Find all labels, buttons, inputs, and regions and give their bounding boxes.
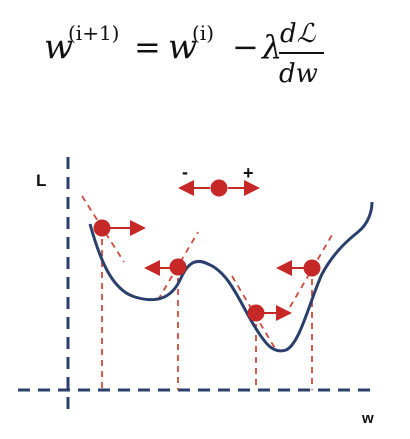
tangent-line-2 — [157, 231, 199, 301]
ball-2-marker — [169, 258, 187, 276]
tangent-line-4 — [289, 234, 333, 308]
ball-3-marker — [247, 304, 265, 322]
formula-w2: w — [168, 27, 197, 67]
tangent-line-3 — [231, 275, 277, 351]
update-rule-formula: w (i+1) = w (i) − λ dℒ dw — [44, 19, 324, 89]
x-axis-label: w — [361, 410, 374, 427]
tangent-line-1 — [81, 195, 125, 263]
formula-equals: = — [134, 28, 161, 66]
formula-denominator: dw — [279, 59, 318, 89]
loss-curve — [88, 201, 374, 353]
legend-ball — [210, 179, 228, 197]
direction-legend: - + — [178, 162, 260, 197]
formula-numerator: dℒ — [280, 19, 317, 49]
formula-superscript-current: (i) — [192, 21, 214, 45]
formula-minus: − — [232, 28, 259, 66]
tangent-lines — [81, 195, 333, 351]
drop-lines — [101, 228, 313, 390]
ball-2 — [144, 258, 187, 276]
ball-1 — [93, 219, 146, 237]
legend-plus-sign: + — [243, 163, 254, 183]
y-axis-label: L — [36, 171, 46, 190]
formula-superscript-next: (i+1) — [68, 21, 119, 45]
legend-minus-sign: - — [182, 162, 188, 182]
ball-4 — [276, 259, 321, 277]
ball-3 — [247, 304, 292, 322]
formula-w: w — [44, 27, 73, 67]
ball-1-marker — [93, 219, 111, 237]
formula-lambda: λ — [260, 28, 282, 66]
ball-4-marker — [303, 259, 321, 277]
